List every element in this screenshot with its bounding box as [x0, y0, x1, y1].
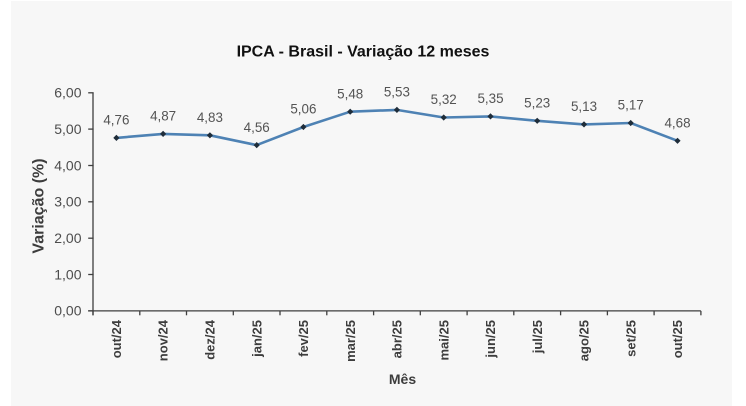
svg-text:ago/25: ago/25 [577, 320, 592, 361]
svg-text:4,68: 4,68 [664, 116, 690, 131]
svg-text:fev/25: fev/25 [296, 320, 311, 357]
svg-text:set/25: set/25 [623, 320, 638, 357]
svg-text:5,48: 5,48 [337, 86, 363, 101]
svg-text:4,83: 4,83 [197, 110, 223, 125]
svg-text:jun/25: jun/25 [483, 320, 498, 359]
svg-text:IPCA - Brasil - Variação 12 me: IPCA - Brasil - Variação 12 meses [237, 44, 490, 61]
svg-text:dez/24: dez/24 [203, 319, 218, 360]
svg-text:5,53: 5,53 [384, 85, 410, 100]
svg-text:4,56: 4,56 [244, 120, 270, 135]
svg-text:5,35: 5,35 [477, 91, 503, 106]
svg-text:jul/25: jul/25 [530, 320, 545, 354]
svg-text:6,00: 6,00 [54, 85, 81, 101]
svg-text:out/24: out/24 [109, 319, 124, 358]
svg-text:4,00: 4,00 [54, 157, 81, 173]
svg-text:out/25: out/25 [670, 320, 685, 358]
svg-text:5,06: 5,06 [290, 102, 316, 117]
svg-text:4,87: 4,87 [150, 109, 176, 124]
svg-text:mar/25: mar/25 [343, 320, 358, 362]
svg-text:4,76: 4,76 [103, 113, 129, 128]
svg-text:5,23: 5,23 [524, 96, 550, 111]
svg-text:2,00: 2,00 [54, 230, 81, 246]
svg-text:abr/25: abr/25 [390, 320, 405, 358]
svg-text:mai/25: mai/25 [436, 320, 451, 360]
svg-text:Variação (%): Variação (%) [31, 158, 48, 253]
svg-text:jan/25: jan/25 [249, 320, 264, 358]
svg-text:Mês: Mês [389, 371, 416, 387]
svg-text:3,00: 3,00 [54, 194, 81, 210]
svg-text:5,17: 5,17 [618, 98, 644, 113]
svg-text:5,13: 5,13 [571, 99, 597, 114]
svg-text:0,00: 0,00 [54, 303, 81, 319]
svg-text:nov/24: nov/24 [156, 319, 171, 361]
svg-text:1,00: 1,00 [54, 266, 81, 282]
svg-text:5,00: 5,00 [54, 121, 81, 137]
svg-text:5,32: 5,32 [431, 92, 457, 107]
